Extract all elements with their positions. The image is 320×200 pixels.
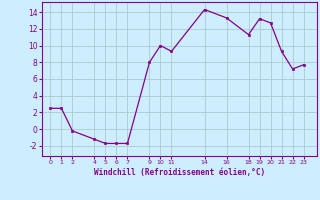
X-axis label: Windchill (Refroidissement éolien,°C): Windchill (Refroidissement éolien,°C): [94, 168, 265, 177]
